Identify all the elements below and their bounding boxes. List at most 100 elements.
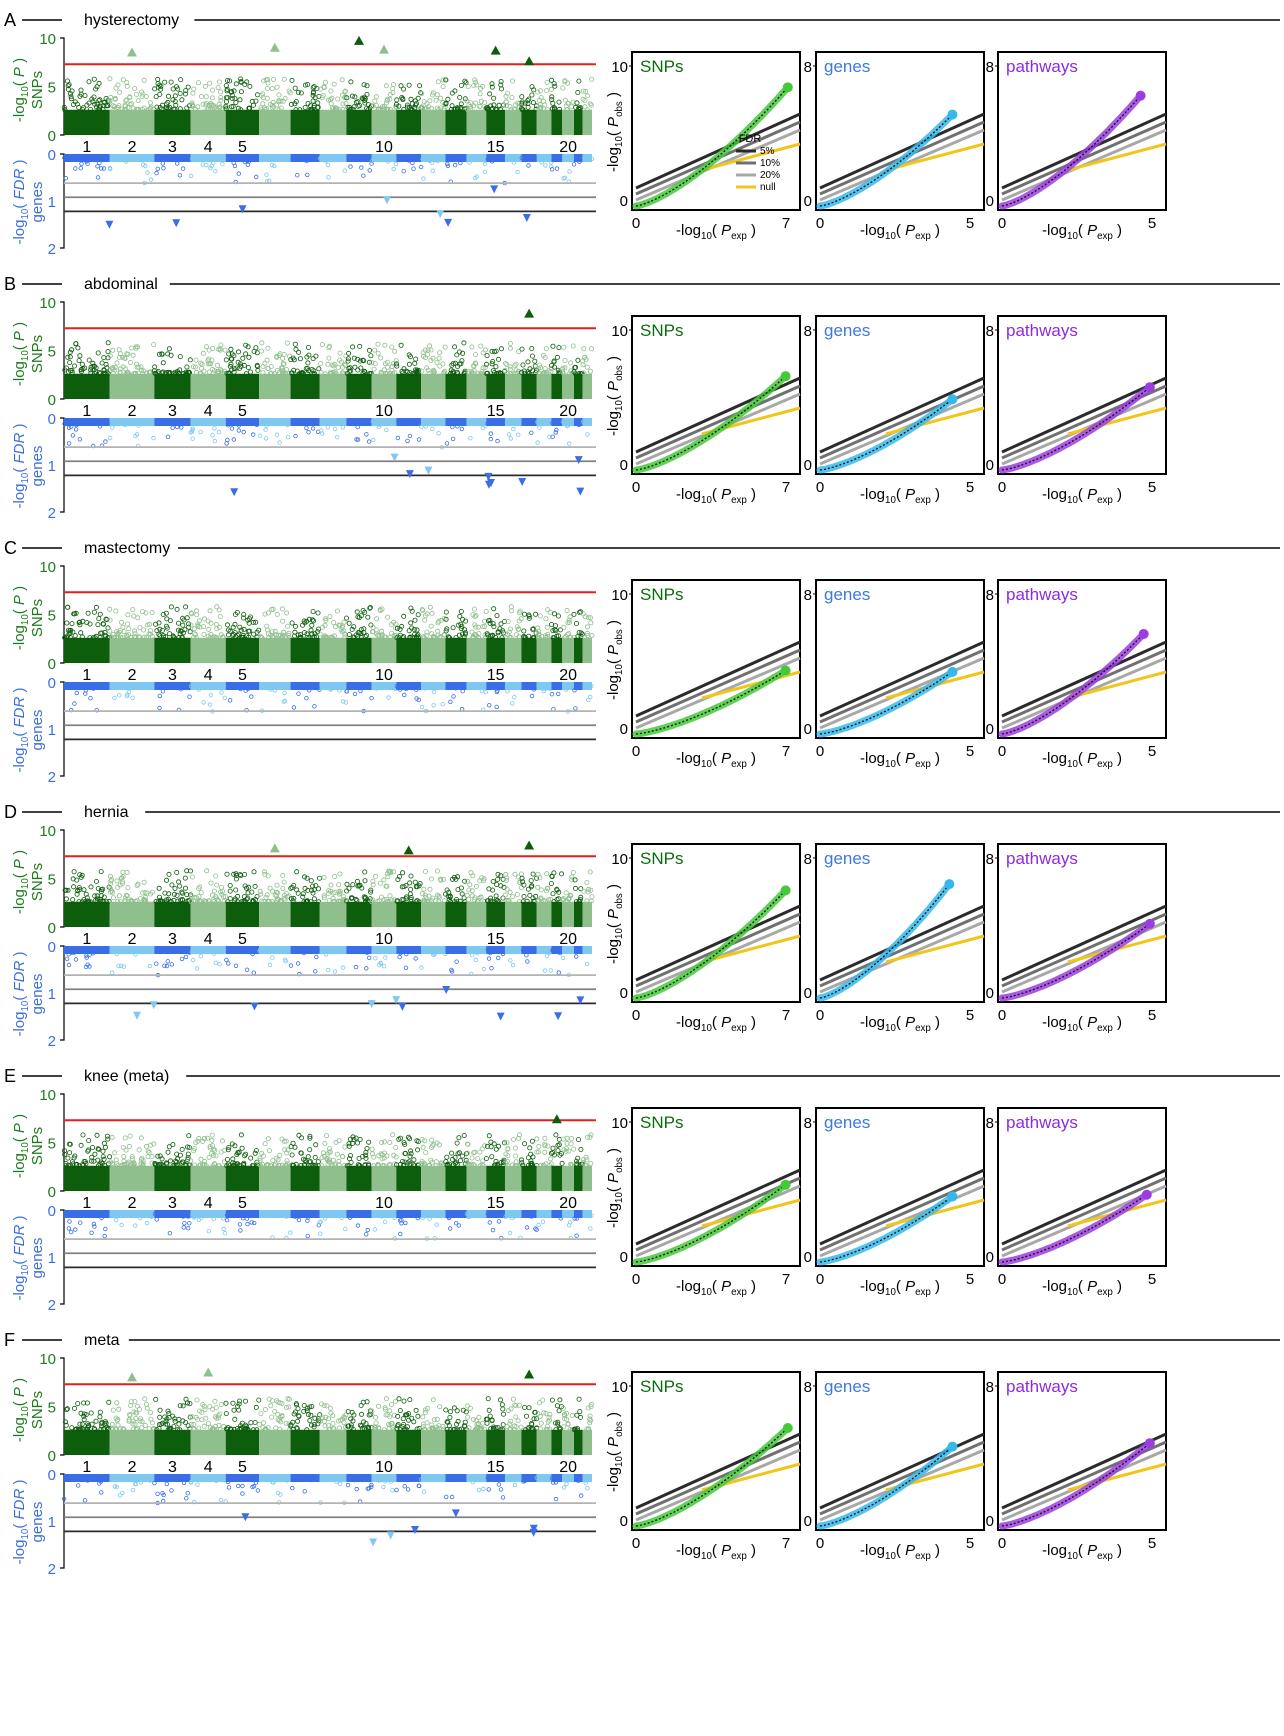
snp-point	[124, 632, 130, 638]
snp-point	[223, 83, 229, 89]
chromosome-label: 20	[559, 403, 577, 420]
gene-point	[190, 428, 195, 433]
snp-y-tick: 5	[48, 608, 56, 625]
gene-y-axis	[60, 153, 65, 249]
snp-point	[181, 617, 187, 623]
snp-point	[228, 346, 234, 352]
snp-y-tick: 10	[39, 31, 56, 48]
snp-point	[160, 612, 166, 618]
gene-point	[578, 683, 583, 689]
snp-point	[487, 898, 493, 904]
snp-point	[588, 620, 594, 626]
snp-point	[490, 887, 496, 893]
snp-point	[362, 609, 368, 615]
snp-chromosome-band	[109, 109, 155, 135]
gene-chromosome-band	[319, 682, 347, 690]
gene-point	[364, 420, 370, 426]
gene-point	[85, 161, 90, 166]
snp-point	[76, 899, 82, 905]
snp-point	[269, 1414, 275, 1420]
snp-point	[545, 607, 551, 613]
snp-point	[544, 80, 550, 86]
gene-y-tick: 0	[48, 939, 56, 956]
snp-point	[244, 885, 250, 891]
snp-point	[540, 352, 546, 358]
gene-point	[237, 1222, 243, 1227]
qq-x-tick-max: 7	[782, 1007, 790, 1024]
qq-x-tick-max: 5	[1148, 1271, 1156, 1288]
gene-significant-marker	[518, 478, 527, 487]
snp-point	[412, 879, 418, 885]
snp-point	[235, 893, 241, 899]
gene-chromosome-band	[154, 946, 191, 954]
snp-point	[164, 877, 170, 883]
gene-point	[577, 949, 582, 954]
gene-chromosome-band	[551, 154, 563, 162]
snp-chromosome-band	[346, 637, 372, 663]
snp-point	[334, 608, 340, 614]
snp-point	[390, 90, 396, 96]
snp-point	[586, 887, 592, 893]
snp-point	[331, 620, 337, 626]
gene-point	[112, 684, 118, 689]
gene-point	[397, 954, 402, 960]
chromosome-label: 3	[168, 139, 177, 156]
snp-point	[517, 880, 523, 886]
gene-chromosome-band	[582, 154, 592, 162]
snp-point	[343, 615, 349, 621]
qq-title: SNPs	[640, 321, 683, 340]
snp-point	[455, 874, 461, 880]
snp-point	[260, 1420, 266, 1426]
snp-point	[107, 606, 113, 612]
qq-y-axis-title: -log10( Pobs )	[605, 620, 625, 700]
snp-point	[85, 899, 91, 905]
snp-point	[174, 368, 180, 374]
gene-chromosome-band	[486, 154, 505, 162]
snp-point	[536, 1143, 542, 1149]
snp-point	[425, 347, 431, 353]
gene-point	[435, 158, 440, 164]
snp-point	[491, 95, 497, 101]
qq-y-tick-max: 10	[611, 59, 628, 76]
snp-point	[344, 881, 350, 887]
snp-point	[314, 86, 320, 92]
gene-point	[446, 419, 452, 424]
snp-point	[503, 360, 509, 366]
snp-point	[469, 370, 475, 376]
gene-point	[525, 684, 530, 689]
gene-point	[485, 947, 491, 952]
snp-chromosome-band	[225, 1165, 260, 1191]
snp-point	[412, 98, 418, 104]
snp-point	[252, 883, 258, 889]
snp-chromosome-band	[445, 373, 467, 399]
snp-chromosome-band	[551, 901, 563, 927]
snp-point	[346, 885, 352, 891]
gene-y-axis	[60, 945, 65, 1041]
snp-point	[475, 1156, 481, 1162]
snp-point	[289, 620, 295, 626]
snp-point	[241, 612, 247, 618]
gene-point	[181, 1225, 186, 1230]
snp-point	[256, 1421, 262, 1427]
gene-point	[64, 956, 70, 961]
snp-point	[238, 79, 244, 85]
snp-point	[429, 1137, 435, 1143]
snp-point	[340, 107, 346, 113]
snp-point	[568, 360, 574, 366]
gene-point	[102, 684, 107, 689]
snp-point	[204, 868, 210, 874]
snp-chromosome-band	[259, 637, 291, 663]
gene-point	[131, 419, 136, 424]
snp-point	[223, 1400, 229, 1406]
snp-chromosome-band	[562, 637, 575, 663]
snp-point	[208, 880, 214, 886]
gene-chromosome-band	[536, 1210, 552, 1218]
snp-point	[70, 897, 76, 903]
snp-point	[548, 1156, 554, 1162]
snp-point	[379, 628, 385, 634]
gene-point	[218, 420, 223, 426]
snp-point	[560, 85, 566, 91]
snp-point	[565, 80, 571, 86]
qq-y-tick-max: 8	[804, 587, 812, 604]
snp-point	[63, 1161, 69, 1167]
